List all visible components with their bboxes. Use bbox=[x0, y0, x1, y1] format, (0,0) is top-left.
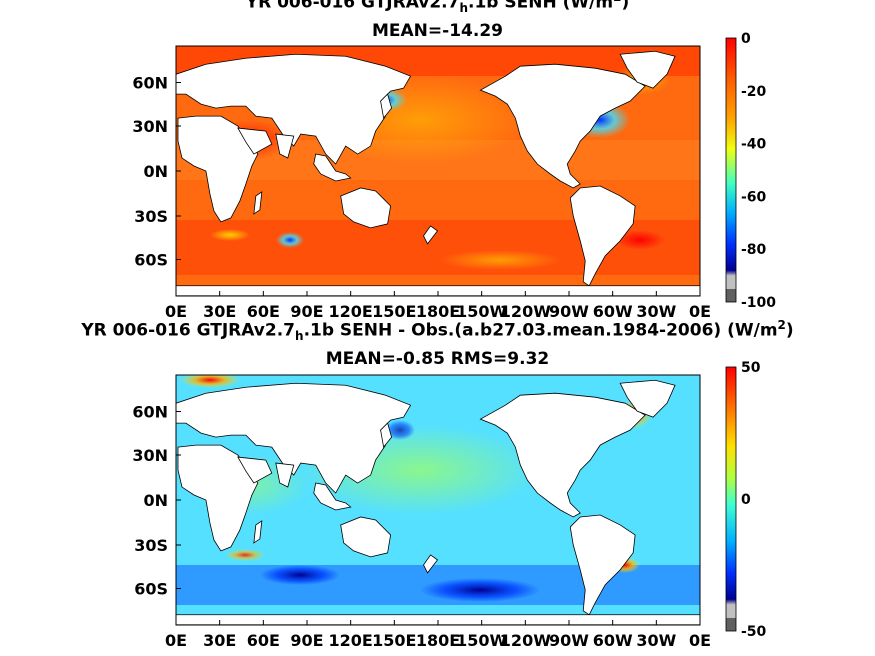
panel2-lon-tick-label: 30W bbox=[636, 631, 676, 650]
panel2-lon-tick-label: 0E bbox=[165, 631, 187, 650]
panel1-lon-tick-label: 150E bbox=[372, 302, 416, 321]
panel2-title: YR 006-016 GTJRAv2.7h.1b SENH - Obs.(a.b… bbox=[0, 318, 875, 343]
panel2-lon-tick-label: 90W bbox=[549, 631, 589, 650]
panel1-lat-tick-label: 30S bbox=[134, 207, 168, 226]
panel1-title-superscript: 2 bbox=[613, 0, 621, 4]
panel2-lat-tick-label: 60S bbox=[134, 580, 168, 599]
panel2-title-units: .1b SENH - Obs.(a.b27.03.mean.1984-2006)… bbox=[303, 320, 778, 341]
panel1-lon-tick-label: 120W bbox=[500, 302, 551, 321]
panel1-colorbar-tick-label: -100 bbox=[741, 295, 776, 311]
panel1-colorbar-tick-label: 0 bbox=[741, 31, 751, 47]
panel2-title-main: YR 006-016 GTJRAv2.7 bbox=[81, 320, 296, 341]
panel2-lon-tick-label: 90E bbox=[290, 631, 323, 650]
panel1-lat-tick-label: 60S bbox=[134, 251, 168, 270]
panel1-lon-tick-label: 60E bbox=[247, 302, 280, 321]
panel1-lat-tick-label: 60N bbox=[132, 74, 168, 93]
panel1-map bbox=[176, 46, 700, 296]
panel2-lon-tick-label: 30E bbox=[203, 631, 236, 650]
panel2-colorbar-tick-label: 50 bbox=[741, 360, 761, 376]
panel2-lon-tick-label: 0E bbox=[689, 631, 711, 650]
panel1-lon-tick-label: 150W bbox=[456, 302, 507, 321]
panel1-lon-tick-label: 30W bbox=[636, 302, 676, 321]
panel1-colorbar-tick-label: -80 bbox=[741, 242, 767, 258]
panel2-lon-tick-label: 60E bbox=[247, 631, 280, 650]
panel1-lon-tick-label: 90E bbox=[290, 302, 323, 321]
panel2-lat-tick-label: 0N bbox=[143, 491, 168, 510]
panel2-lon-tick-label: 120W bbox=[500, 631, 551, 650]
panel1-lon-tick-label: 30E bbox=[203, 302, 236, 321]
panel1-mean: MEAN=-14.29 bbox=[372, 21, 503, 41]
panel2-title-close: ) bbox=[785, 320, 794, 341]
panel1-lat-tick-label: 0N bbox=[143, 162, 168, 181]
panel2-lon-tick-label: 180E bbox=[416, 631, 460, 650]
panel1-lon-tick-label: 90W bbox=[549, 302, 589, 321]
panel1-lon-tick-label: 120E bbox=[329, 302, 373, 321]
panel1-title-subscript: h bbox=[459, 1, 469, 16]
panel1-lon-tick-label: 60W bbox=[593, 302, 633, 321]
panel2-lon-tick-label: 150E bbox=[372, 631, 416, 650]
panel2-lat-tick-label: 30N bbox=[132, 446, 168, 465]
panel1-title-main: YR 006-016 GTJRAv2.7 bbox=[245, 0, 460, 13]
panel2-title-subscript: h bbox=[295, 329, 304, 344]
panel1-colorbar-tick-label: -40 bbox=[741, 137, 767, 153]
panel2-colorbar bbox=[725, 366, 737, 632]
panel2-lon-tick-label: 150W bbox=[456, 631, 507, 650]
panel1-title-close: ) bbox=[621, 0, 630, 13]
panel1-title-units: .1b SENH (W/m bbox=[468, 0, 614, 13]
panel1-lon-tick-label: 0E bbox=[689, 302, 711, 321]
panel1-lon-tick-label: 180E bbox=[416, 302, 460, 321]
panel1-title: YR 006-016 GTJRAv2.7h.1b SENH (W/m2) bbox=[0, 0, 875, 15]
panel1-lon-tick-label: 0E bbox=[165, 302, 187, 321]
panel2-lat-tick-label: 30S bbox=[134, 536, 168, 555]
panel2-lat-tick-label: 60N bbox=[132, 403, 168, 422]
panel2-mean: MEAN=-0.85 RMS=9.32 bbox=[325, 349, 550, 369]
panel1-lat-tick-label: 30N bbox=[132, 117, 168, 136]
panel2-lon-tick-label: 60W bbox=[593, 631, 633, 650]
panel2-lon-tick-label: 120E bbox=[329, 631, 373, 650]
panel1-colorbar-tick-label: -60 bbox=[741, 189, 767, 205]
panel1-colorbar-tick-label: -20 bbox=[741, 84, 767, 100]
panel2-title-superscript: 2 bbox=[777, 318, 786, 332]
panel1-colorbar bbox=[725, 37, 737, 303]
panel2-colorbar-tick-label: -50 bbox=[741, 624, 767, 640]
panel2-colorbar-tick-label: 0 bbox=[741, 492, 751, 508]
panel2-map bbox=[176, 375, 700, 625]
